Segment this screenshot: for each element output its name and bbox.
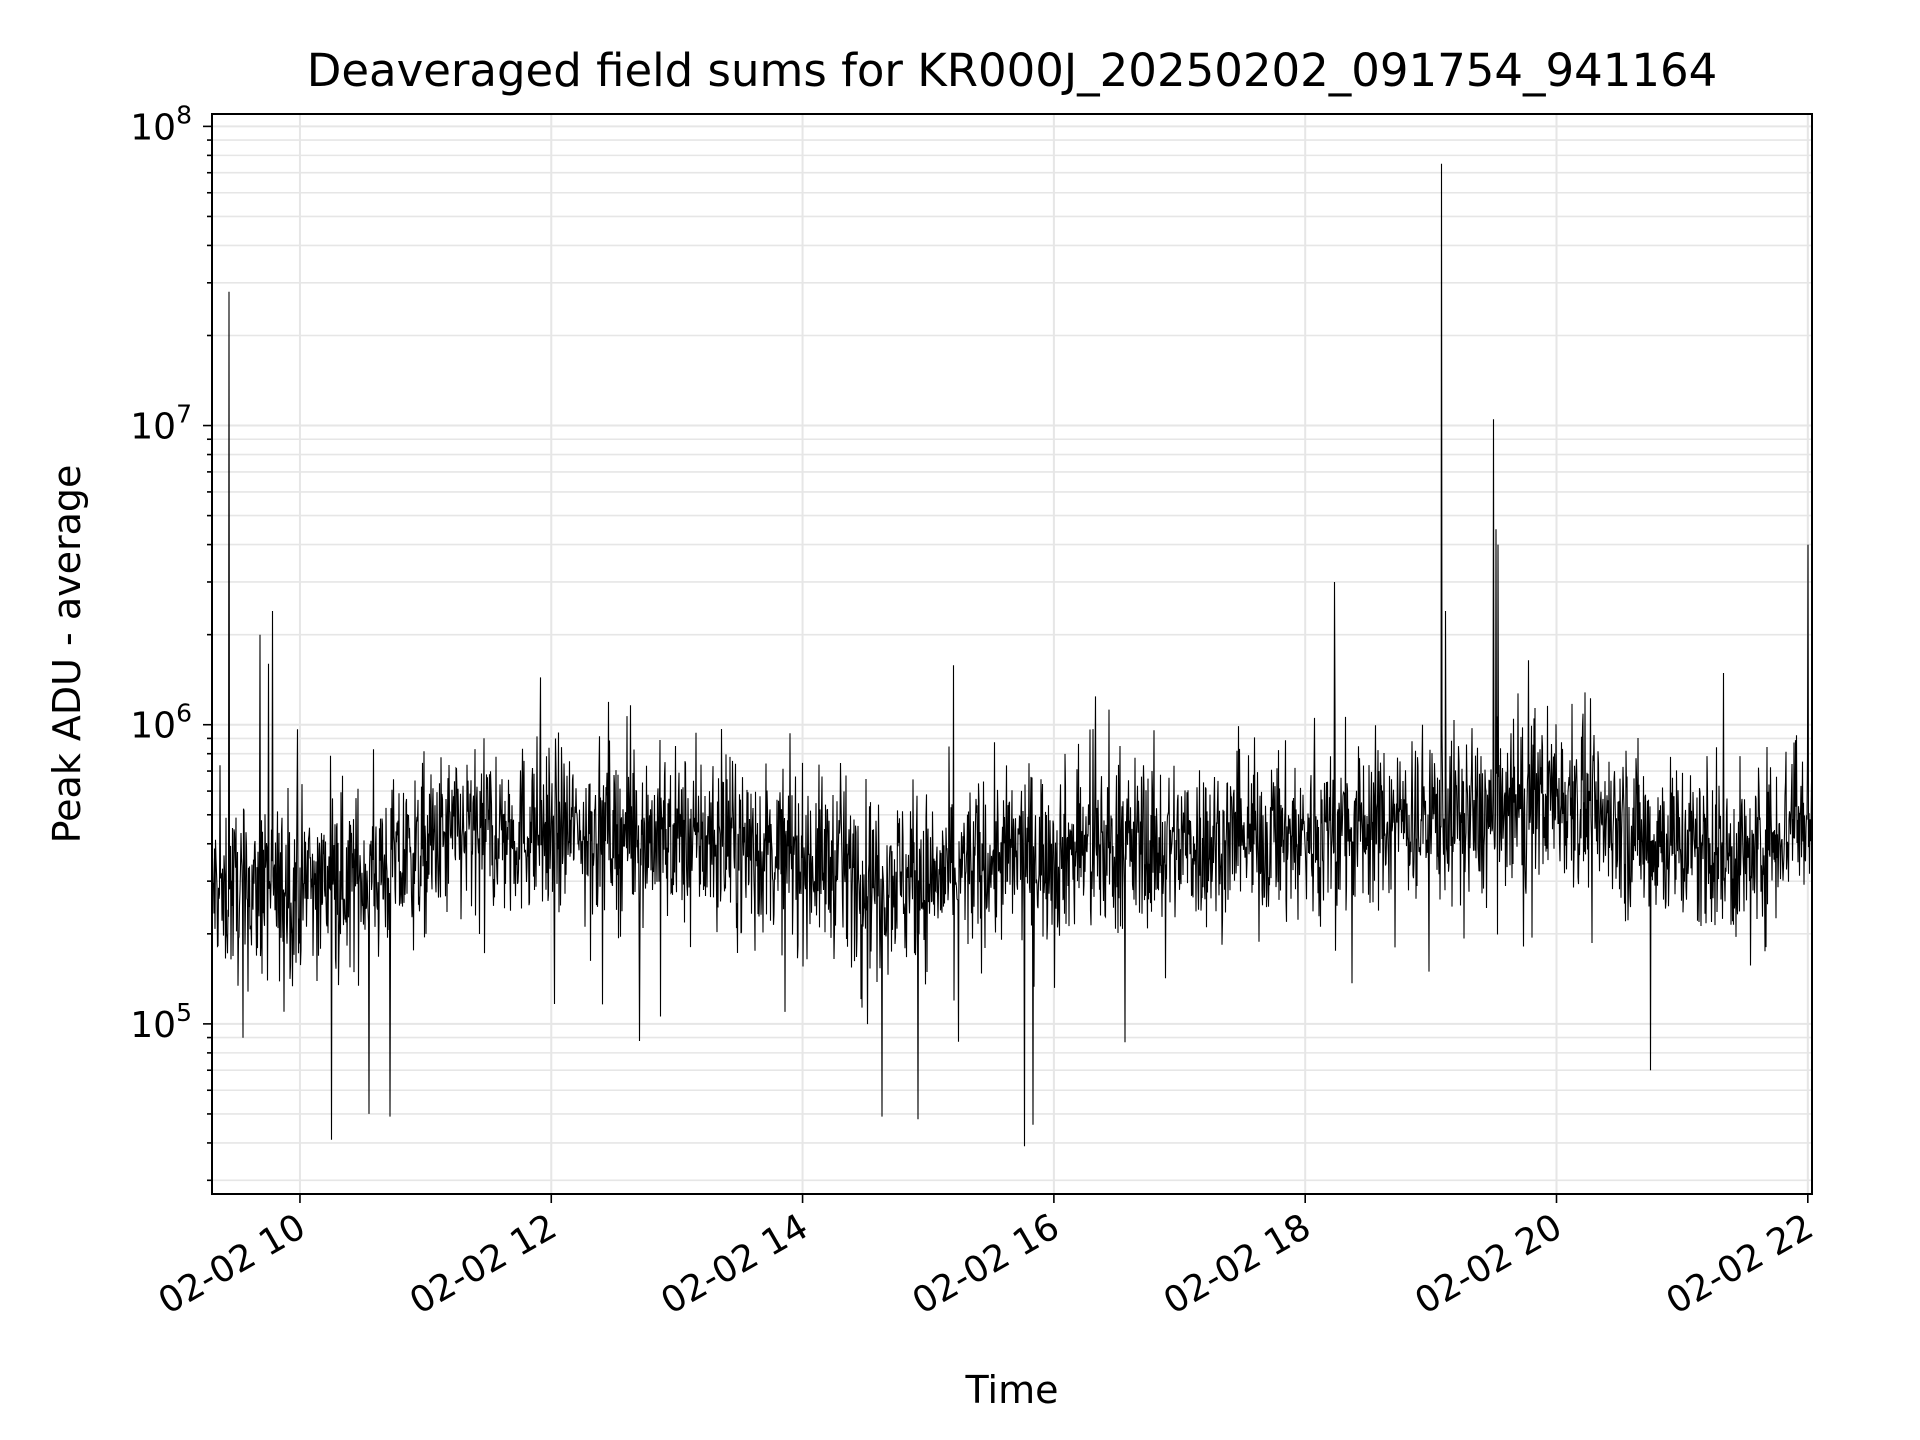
y-tick-label: 105	[130, 998, 192, 1046]
y-axis: 105 106 107 108	[130, 100, 212, 1182]
y-tick-label: 106	[130, 699, 192, 747]
y-tick-label: 108	[130, 100, 192, 148]
chart-title: Deaveraged field sums for KR000J_2025020…	[307, 44, 1718, 97]
y-axis-label: Peak ADU - average	[45, 465, 89, 844]
x-axis-label: Time	[965, 1368, 1059, 1412]
series-line	[211, 163, 1813, 1147]
series-trace	[211, 163, 1813, 1147]
y-tick-label: 107	[130, 400, 192, 448]
plot-frame	[211, 113, 1813, 1195]
